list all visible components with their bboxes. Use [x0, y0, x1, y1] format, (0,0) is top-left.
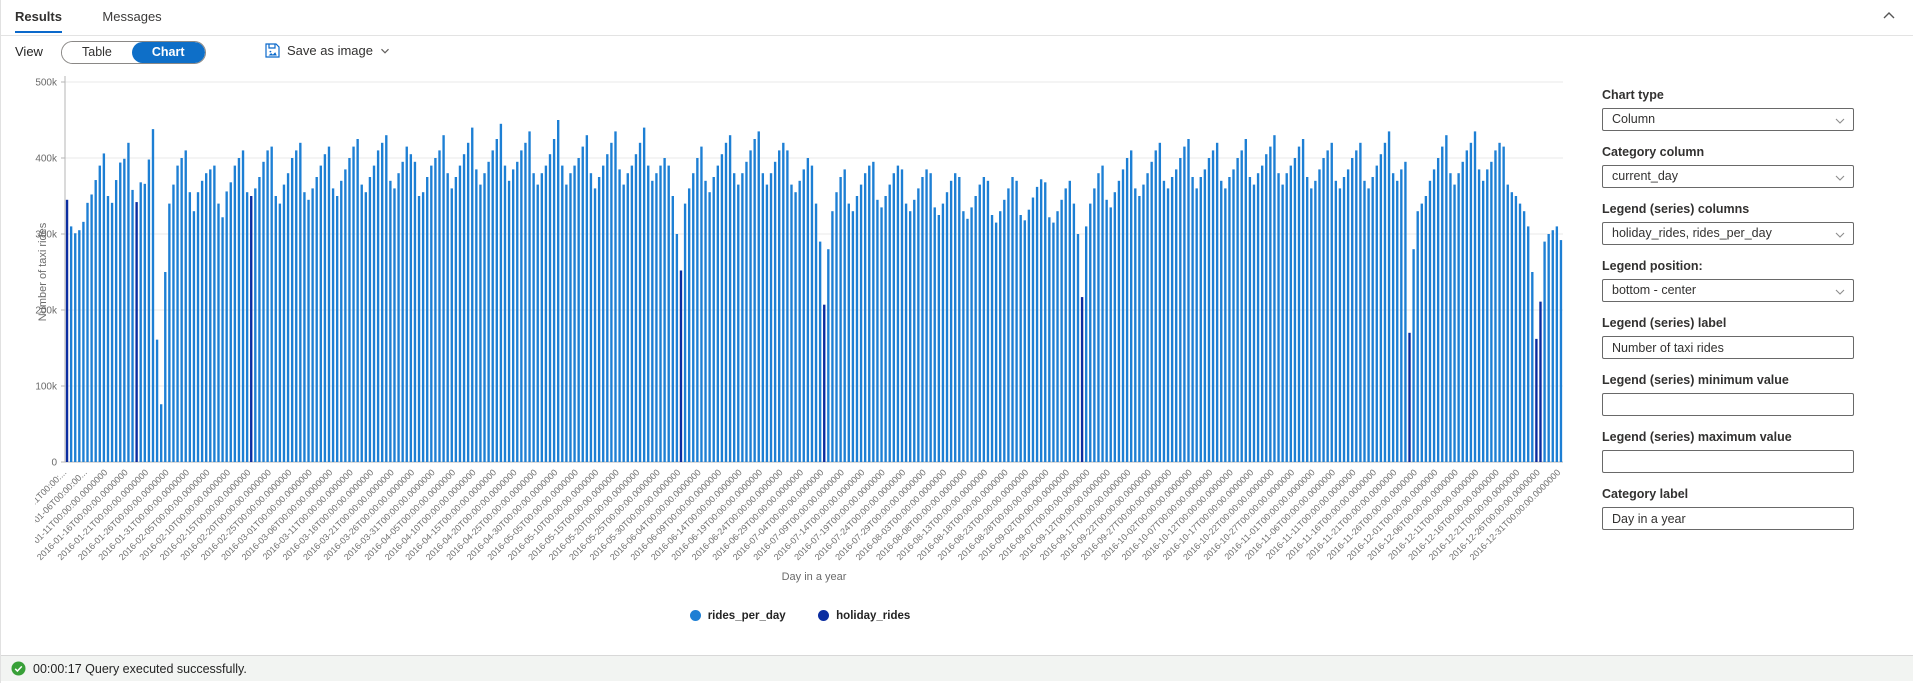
category-column-group: Category column current_day [1602, 145, 1854, 188]
svg-text:200k: 200k [35, 306, 58, 317]
legend-label: rides_per_day [707, 609, 786, 622]
category-label-label: Category label [1602, 487, 1689, 501]
save-as-image-button[interactable]: Save as image [264, 42, 391, 59]
view-toggle: Table Chart [61, 41, 206, 64]
column-chart: Number of taxi rides Day in a year 0 100k… [2, 68, 1575, 628]
legend-label-input[interactable] [1602, 336, 1854, 359]
legend-label-group: Legend (series) label [1602, 316, 1854, 359]
legend-position-group: Legend position: bottom - center [1602, 259, 1854, 302]
legend-columns-value: holiday_rides, rides_per_day [1612, 226, 1772, 240]
category-label-input[interactable] [1602, 507, 1854, 530]
legend-max-input[interactable] [1602, 450, 1854, 473]
category-column-value: current_day [1612, 169, 1679, 183]
status-bar: 00:00:17 Query executed successfully. [1, 655, 1913, 681]
category-column-label: Category column [1602, 145, 1705, 159]
query-result-message: Query executed successfully. [85, 661, 247, 676]
view-chart-button[interactable]: Chart [131, 42, 205, 63]
chevron-down-icon [1835, 289, 1845, 295]
tab-results[interactable]: Results [15, 9, 62, 33]
legend-columns-dropdown[interactable]: holiday_rides, rides_per_day [1602, 222, 1854, 245]
view-label: View [15, 44, 43, 59]
view-table-button[interactable]: Table [62, 42, 132, 63]
category-label-group: Category label [1602, 487, 1854, 530]
legend-max-label: Legend (series) maximum value [1602, 430, 1792, 444]
chart-toolbar: View Table Chart Save as image [1, 37, 1913, 67]
svg-text:0: 0 [51, 458, 57, 469]
svg-text:300k: 300k [35, 230, 58, 241]
success-check-icon [11, 661, 26, 676]
chart-type-label: Chart type [1602, 88, 1664, 102]
legend-position-dropdown[interactable]: bottom - center [1602, 279, 1854, 302]
chart-plot-area: Number of taxi rides Day in a year 0 100k… [2, 76, 1563, 583]
svg-text:400k: 400k [35, 154, 58, 165]
legend-dot-holiday-rides-icon [818, 610, 830, 621]
legend-position-label: Legend position: [1602, 259, 1703, 273]
chevron-down-icon [1835, 175, 1845, 181]
legend-position-value: bottom - center [1612, 283, 1697, 297]
x-axis-title: Day in a year [782, 571, 847, 583]
legend-min-label: Legend (series) minimum value [1602, 373, 1789, 387]
chevron-down-icon [381, 48, 389, 54]
tab-messages[interactable]: Messages [102, 9, 162, 24]
chart-type-value: Column [1612, 112, 1656, 126]
legend-label-label: Legend (series) label [1602, 316, 1727, 330]
legend-columns-group: Legend (series) columns holiday_rides, r… [1602, 202, 1854, 245]
legend-columns-label: Legend (series) columns [1602, 202, 1750, 216]
legend-dot-rides-per-day-icon [689, 610, 701, 621]
query-duration: 00:00:17 [33, 661, 82, 676]
legend-item-rides-per-day[interactable]: rides_per_day [689, 609, 786, 622]
category-column-dropdown[interactable]: current_day [1602, 165, 1854, 188]
legend-min-group: Legend (series) minimum value [1602, 373, 1854, 416]
chart-type-dropdown[interactable]: Column [1602, 108, 1854, 131]
chevron-down-icon [1835, 118, 1845, 124]
y-axis-title: Number of taxi rides [37, 222, 49, 321]
results-tabs-bar: Results Messages [1, 0, 1913, 36]
chart-legend: rides_per_day holiday_rides [35, 608, 1565, 626]
status-message: 00:00:17 Query executed successfully. [33, 662, 247, 676]
legend-min-input[interactable] [1602, 393, 1854, 416]
legend-label: holiday_rides [836, 609, 911, 622]
svg-text:100k: 100k [35, 382, 58, 393]
collapse-pane-button[interactable] [1881, 8, 1897, 24]
legend-item-holiday-rides[interactable]: holiday_rides [818, 610, 910, 622]
chevron-down-icon [1835, 232, 1845, 238]
chart-options-panel: Chart type Column Category column curren… [1602, 88, 1854, 544]
svg-text:500k: 500k [35, 78, 58, 89]
chevron-up-icon [1883, 12, 1895, 19]
chart-type-group: Chart type Column [1602, 88, 1854, 131]
save-image-icon [265, 43, 280, 58]
save-as-image-label: Save as image [287, 43, 373, 58]
legend-max-group: Legend (series) maximum value [1602, 430, 1854, 473]
